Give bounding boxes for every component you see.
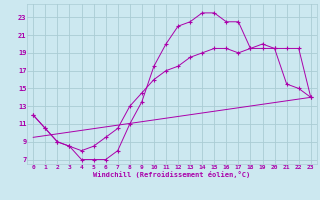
X-axis label: Windchill (Refroidissement éolien,°C): Windchill (Refroidissement éolien,°C) [93,171,251,178]
